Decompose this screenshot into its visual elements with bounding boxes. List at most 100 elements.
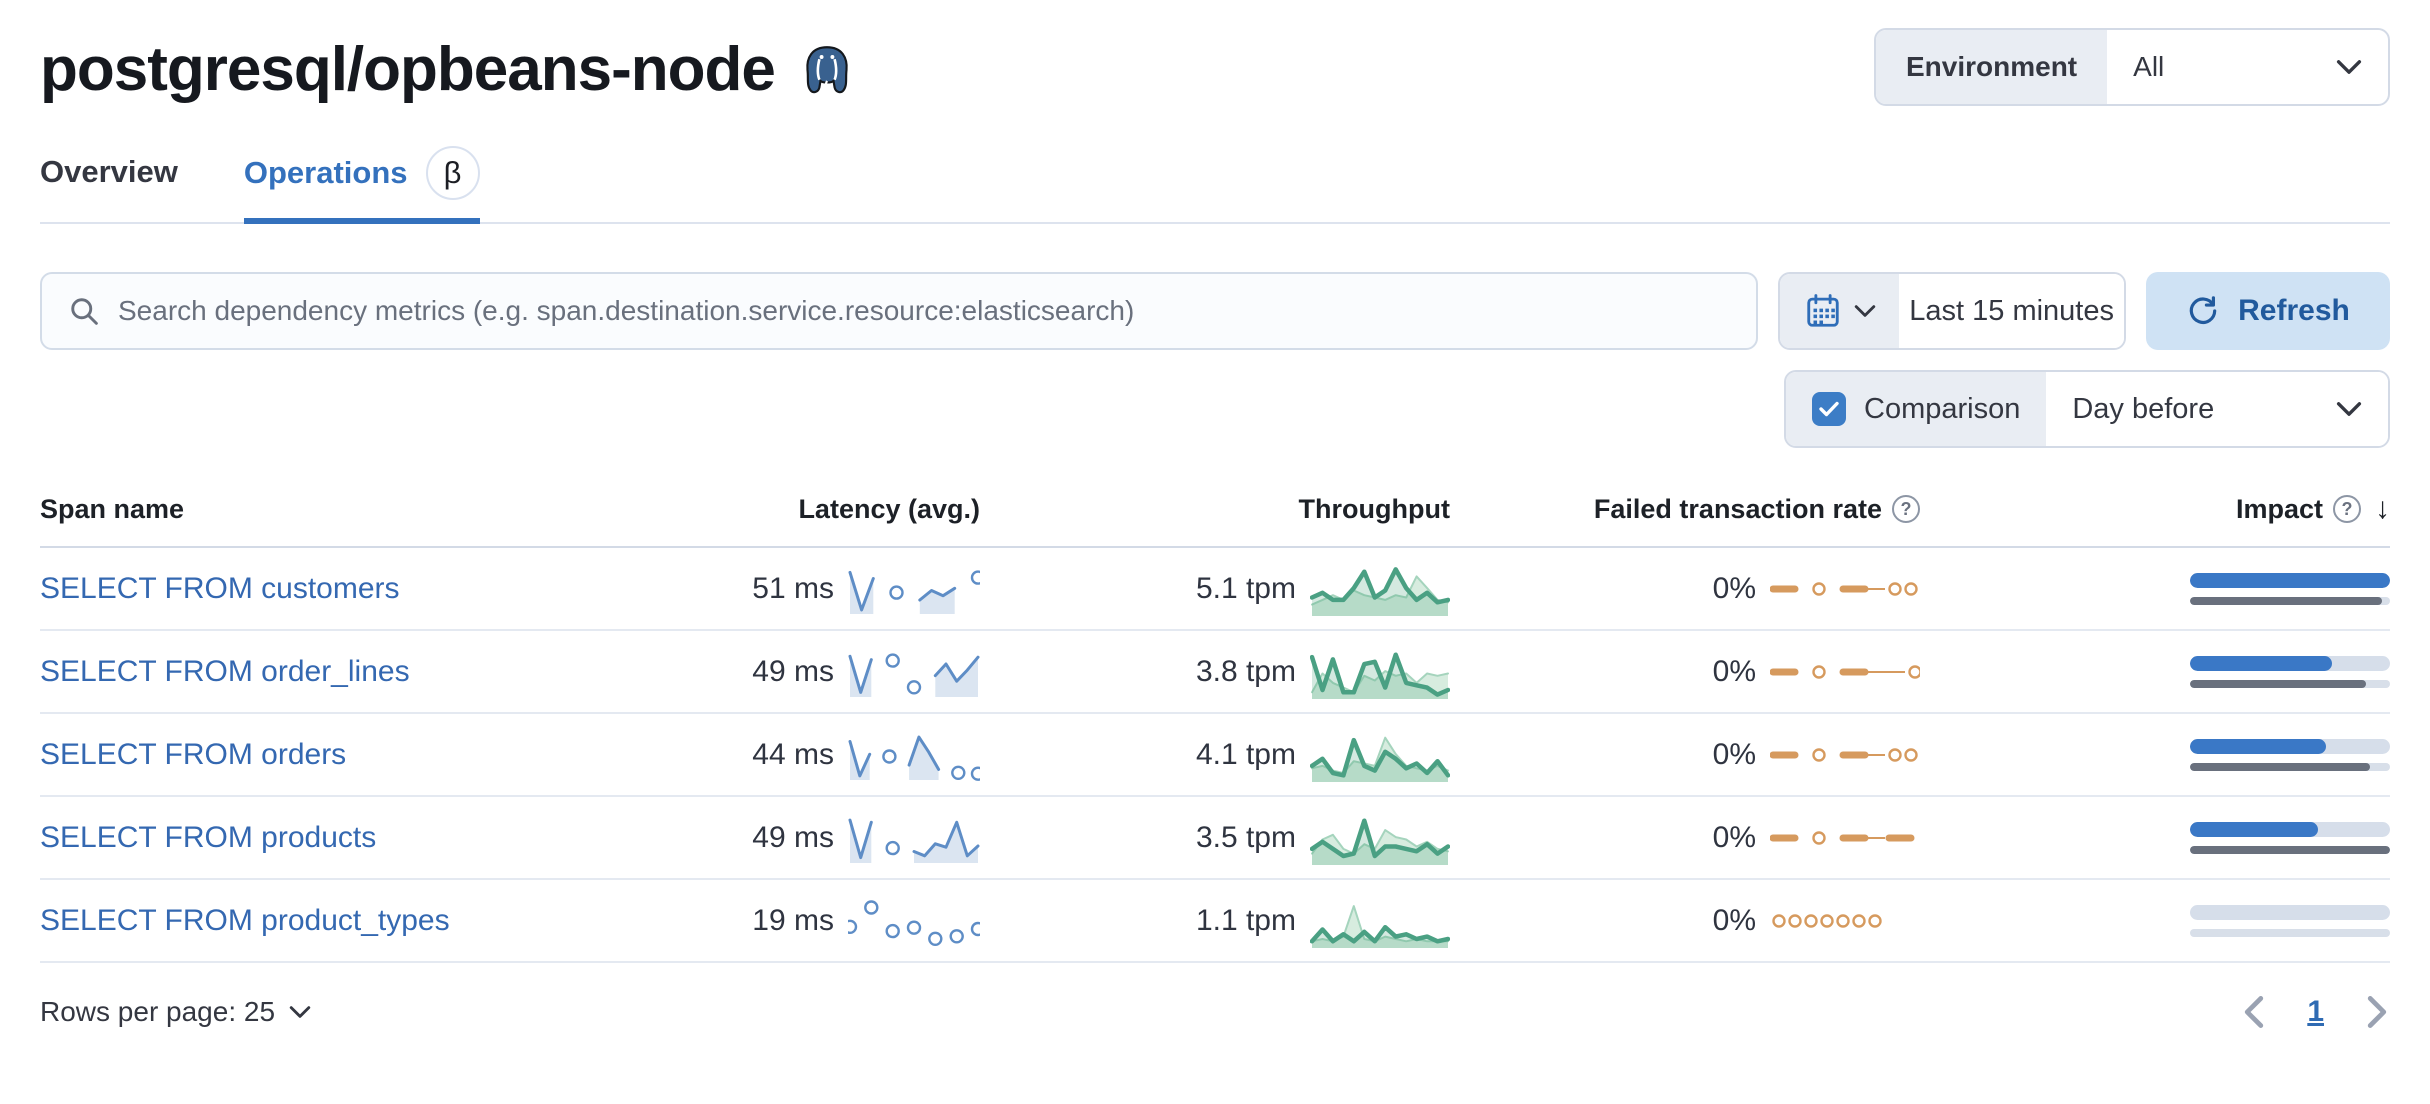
latency-sparkline [848, 652, 980, 697]
column-header-span-name[interactable]: Span name [40, 494, 560, 525]
throughput-sparkline [1310, 566, 1450, 616]
latency-value: 44 ms [752, 737, 834, 771]
search-icon [66, 293, 102, 329]
table-row: SELECT FROM customers 51 ms 5.1 tpm 0% [40, 548, 2390, 631]
info-icon[interactable]: ? [2333, 495, 2361, 523]
table-footer: Rows per page: 25 1 [40, 995, 2390, 1029]
comparison-label: Comparison [1864, 392, 2021, 425]
chevron-down-icon [2336, 401, 2362, 417]
span-name-link[interactable]: SELECT FROM orders [40, 737, 347, 771]
impact-bar-current [2190, 821, 2390, 837]
table-row: SELECT FROM order_lines 49 ms 3.8 tpm 0% [40, 631, 2390, 714]
failed-rate-cell: 0% [1450, 733, 1920, 777]
failed-rate-value: 0% [1712, 737, 1756, 771]
impact-cell [1920, 904, 2390, 937]
comparison-checkbox[interactable] [1812, 392, 1846, 426]
date-quick-select-button[interactable] [1780, 274, 1900, 348]
next-page-button[interactable] [2364, 995, 2390, 1029]
time-range-button[interactable]: Last 15 minutes [1899, 274, 2124, 348]
environment-select-value: All [2133, 51, 2165, 82]
latency-sparkline [848, 899, 980, 946]
rows-per-page-button[interactable]: Rows per page: 25 [40, 996, 311, 1028]
latency-cell: 49 ms [560, 645, 980, 699]
search-box [40, 272, 1758, 350]
span-name-cell: SELECT FROM product_types [40, 904, 560, 938]
impact-cell [1920, 655, 2390, 688]
column-header-impact[interactable]: Impact ? ↓ [1920, 492, 2390, 526]
impact-bar-previous [2190, 596, 2390, 605]
column-label: Span name [40, 493, 185, 524]
table-body: SELECT FROM customers 51 ms 5.1 tpm 0% [40, 548, 2390, 963]
refresh-button[interactable]: Refresh [2146, 272, 2390, 350]
comparison-select-value: Day before [2072, 392, 2215, 425]
span-name-link[interactable]: SELECT FROM order_lines [40, 654, 410, 688]
span-name-link[interactable]: SELECT FROM customers [40, 571, 400, 605]
failed-rate-value: 0% [1712, 820, 1756, 854]
impact-cell [1920, 738, 2390, 771]
comparison-select[interactable]: Day before [2046, 372, 2388, 446]
impact-bar-previous [2190, 762, 2390, 771]
throughput-cell: 3.8 tpm [980, 643, 1450, 701]
latency-cell: 49 ms [560, 811, 980, 865]
span-name-cell: SELECT FROM order_lines [40, 655, 560, 689]
throughput-value: 4.1 tpm [1195, 737, 1296, 771]
tab-operations[interactable]: Operations β [243, 146, 480, 224]
impact-bar-current [2190, 904, 2390, 920]
table-row: SELECT FROM orders 44 ms 4.1 tpm 0% [40, 714, 2390, 797]
postgresql-elephant-icon [801, 44, 853, 96]
chevron-down-icon [2336, 59, 2362, 75]
span-name-link[interactable]: SELECT FROM product_types [40, 903, 450, 937]
failed-rate-cell: 0% [1450, 567, 1920, 611]
throughput-cell: 4.1 tpm [980, 726, 1450, 784]
previous-page-button[interactable] [2241, 995, 2267, 1029]
failed-rate-sparkline [1770, 581, 1918, 596]
span-name-link[interactable]: SELECT FROM products [40, 820, 377, 854]
comparison-row: Comparison Day before [40, 370, 2390, 448]
page-number-1[interactable]: 1 [2307, 995, 2324, 1028]
throughput-sparkline [1310, 736, 1450, 782]
refresh-icon [2186, 294, 2220, 328]
chevron-down-icon [289, 1005, 311, 1019]
failed-rate-sparkline [1770, 664, 1920, 679]
tab-bar: Overview Operations β [40, 146, 2390, 224]
impact-bar-previous [2190, 845, 2390, 854]
throughput-value: 3.8 tpm [1195, 654, 1296, 688]
failed-rate-sparkline [1770, 830, 1915, 845]
column-label: Failed transaction rate [1593, 493, 1882, 524]
beta-badge: β [425, 146, 480, 200]
column-header-throughput[interactable]: Throughput [980, 494, 1450, 525]
throughput-sparkline [1310, 651, 1450, 699]
table-row: SELECT FROM products 49 ms 3.5 tpm 0% [40, 797, 2390, 880]
impact-bar-previous [2190, 928, 2390, 937]
toolbar: Last 15 minutes Refresh [40, 272, 2390, 350]
failed-rate-value: 0% [1712, 903, 1756, 937]
comparison-label-segment: Comparison [1786, 372, 2047, 446]
impact-bar-current [2190, 655, 2390, 671]
span-name-cell: SELECT FROM orders [40, 738, 560, 772]
latency-cell: 51 ms [560, 562, 980, 616]
latency-value: 49 ms [752, 654, 834, 688]
tab-overview[interactable]: Overview [40, 146, 178, 222]
latency-cell: 44 ms [560, 728, 980, 782]
calendar-icon [1804, 292, 1842, 330]
operations-table: Span name Latency (avg.) Throughput Fail… [40, 492, 2390, 963]
column-header-latency[interactable]: Latency (avg.) [560, 494, 980, 525]
rows-per-page-label: Rows per page: 25 [40, 996, 276, 1027]
environment-select[interactable]: All [2107, 30, 2388, 104]
comparison-control: Comparison Day before [1784, 370, 2390, 448]
page-header: postgresql/opbeans-node Environment All [40, 28, 2390, 106]
span-name-cell: SELECT FROM customers [40, 572, 560, 606]
throughput-sparkline [1310, 904, 1450, 948]
tab-operations-label: Operations [243, 155, 408, 190]
column-header-failed-rate[interactable]: Failed transaction rate ? [1450, 494, 1920, 525]
throughput-value: 1.1 tpm [1195, 903, 1296, 937]
tab-overview-label: Overview [40, 154, 178, 189]
latency-value: 19 ms [752, 903, 834, 937]
info-icon[interactable]: ? [1892, 495, 1920, 523]
column-label: Impact [2235, 493, 2323, 524]
failed-rate-sparkline [1772, 913, 1882, 928]
throughput-sparkline [1310, 817, 1450, 865]
environment-filter: Environment All [1874, 28, 2390, 106]
search-input[interactable] [118, 295, 1732, 327]
